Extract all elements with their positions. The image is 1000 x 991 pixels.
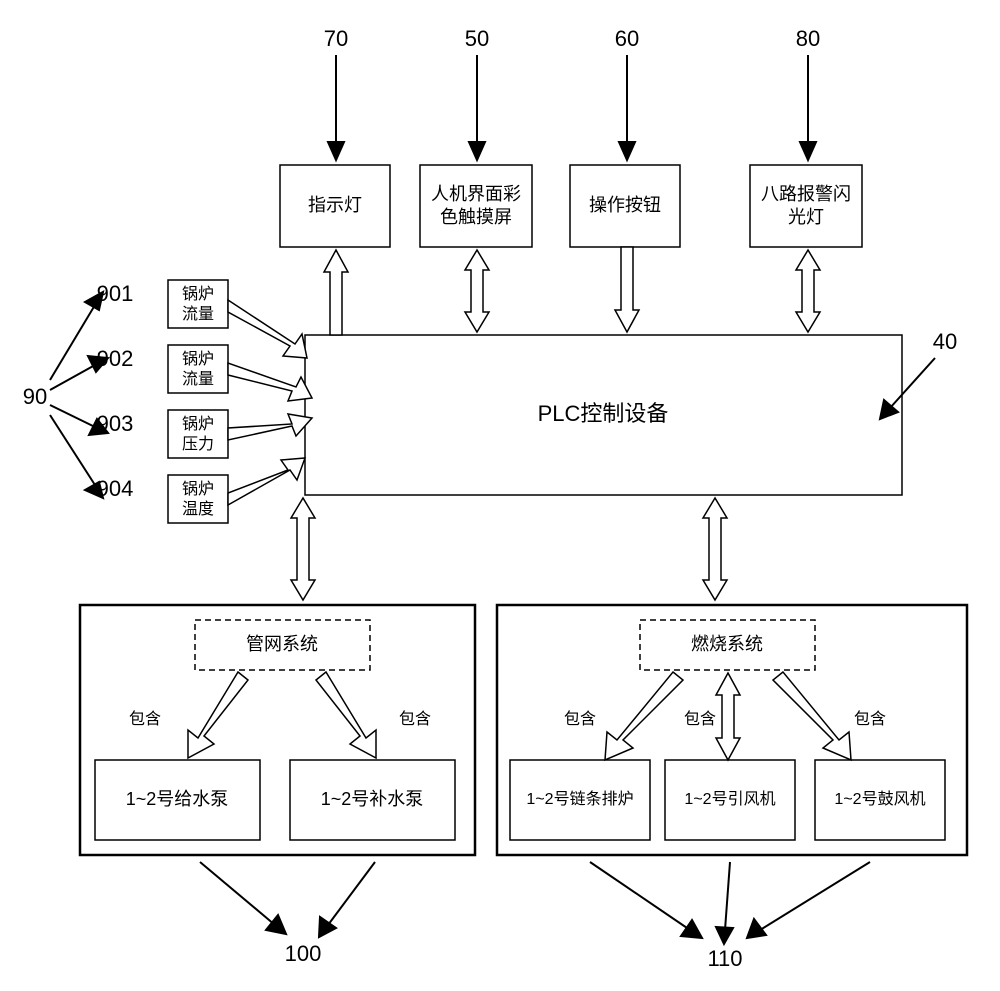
arrow-pump2-to-100 (328, 862, 375, 925)
hollow-down-opbtn-plc (615, 247, 639, 332)
text-idfan: 1~2号引风机 (684, 790, 775, 808)
text-combust: 燃烧系统 (691, 634, 763, 654)
text-incl-1: 包含 (129, 710, 161, 728)
text-plc: PLC控制设备 (538, 401, 669, 426)
text-incl-4: 包含 (684, 710, 716, 728)
text-sensor-904b: 温度 (182, 500, 214, 518)
label-80: 80 (796, 26, 820, 51)
arrow-90-to-902 (50, 356, 108, 390)
text-hmi-2: 色触摸屏 (440, 207, 512, 227)
hollow-bi-plc-hmi (465, 250, 489, 332)
arrow-60-to-opbtn (619, 55, 635, 160)
label-40: 40 (933, 329, 957, 354)
text-fdfan: 1~2号鼓风机 (834, 790, 925, 808)
arrow-grate-to-110 (590, 862, 690, 930)
hollow-sensor-901-plc (228, 300, 307, 358)
arrow-80-to-alarm (800, 55, 816, 160)
text-grate: 1~2号链条排炉 (526, 790, 633, 808)
hollow-up-plc-indicator (324, 250, 348, 335)
text-pipenet: 管网系统 (246, 634, 318, 654)
arrow-pump1-to-100 (200, 862, 275, 925)
label-70: 70 (324, 26, 348, 51)
hollow-pipe-to-pump1 (188, 672, 248, 758)
left-sensors: 901 902 903 904 90 锅炉 流量 锅炉 流量 锅炉 压 (23, 280, 228, 523)
hollow-combust-to-grate (605, 672, 683, 760)
text-incl-3: 包含 (564, 710, 596, 728)
text-incl-2: 包含 (399, 710, 431, 728)
text-alarm-1: 八路报警闪 (761, 184, 851, 204)
hollow-bi-plc-pipenet (291, 498, 315, 600)
label-100: 100 (285, 941, 322, 966)
hollow-pipe-to-pump2 (316, 672, 376, 758)
hollow-sensor-904-plc (228, 458, 305, 505)
text-pump1: 1~2号给水泵 (126, 789, 229, 809)
label-60: 60 (615, 26, 639, 51)
text-alarm-2: 光灯 (788, 207, 824, 227)
text-hmi-1: 人机界面彩 (431, 184, 521, 204)
text-sensor-901a: 锅炉 (182, 285, 214, 303)
text-sensor-903b: 压力 (182, 435, 214, 453)
arrow-50-to-hmi (469, 55, 485, 160)
label-50: 50 (465, 26, 489, 51)
text-sensor-903a: 锅炉 (182, 415, 214, 433)
arrow-70-to-indicator (328, 55, 344, 160)
text-sensor-902a: 锅炉 (182, 350, 214, 368)
text-indicator: 指示灯 (308, 195, 362, 215)
label-110: 110 (707, 946, 742, 971)
text-sensor-904a: 锅炉 (182, 480, 214, 498)
hollow-sensor-902-plc (228, 363, 312, 401)
bottom-arrows: 100 110 (200, 862, 870, 971)
hollow-combust-to-idfan (716, 673, 740, 760)
hollow-bi-plc-alarm (796, 250, 820, 332)
hollow-combust-to-fdfan (773, 672, 851, 760)
diagram-root: 70 50 60 80 指示灯 人机界面彩 色触摸屏 操作按钮 八 (0, 0, 1000, 991)
text-pump2: 1~2号补水泵 (321, 789, 424, 809)
arrow-idfan-to-110 (725, 862, 730, 930)
hollow-sensor-903-plc (228, 414, 312, 440)
hollow-bi-plc-combust (703, 498, 727, 600)
row-top-boxes: 指示灯 人机界面彩 色触摸屏 操作按钮 八路报警闪 光灯 (280, 165, 862, 247)
group-combust: 燃烧系统 1~2号链条排炉 1~2号引风机 1~2号鼓风机 包含 包含 包含 (497, 605, 967, 855)
text-opbtn: 操作按钮 (589, 195, 661, 215)
text-sensor-901b: 流量 (182, 305, 214, 323)
top-numbers: 70 50 60 80 (324, 26, 820, 160)
label-90: 90 (23, 384, 47, 409)
arrow-fdfan-to-110 (760, 862, 870, 930)
text-incl-5: 包含 (854, 710, 886, 728)
text-sensor-902b: 流量 (182, 370, 214, 388)
group-pipenet: 管网系统 1~2号给水泵 1~2号补水泵 包含 包含 (80, 605, 475, 855)
